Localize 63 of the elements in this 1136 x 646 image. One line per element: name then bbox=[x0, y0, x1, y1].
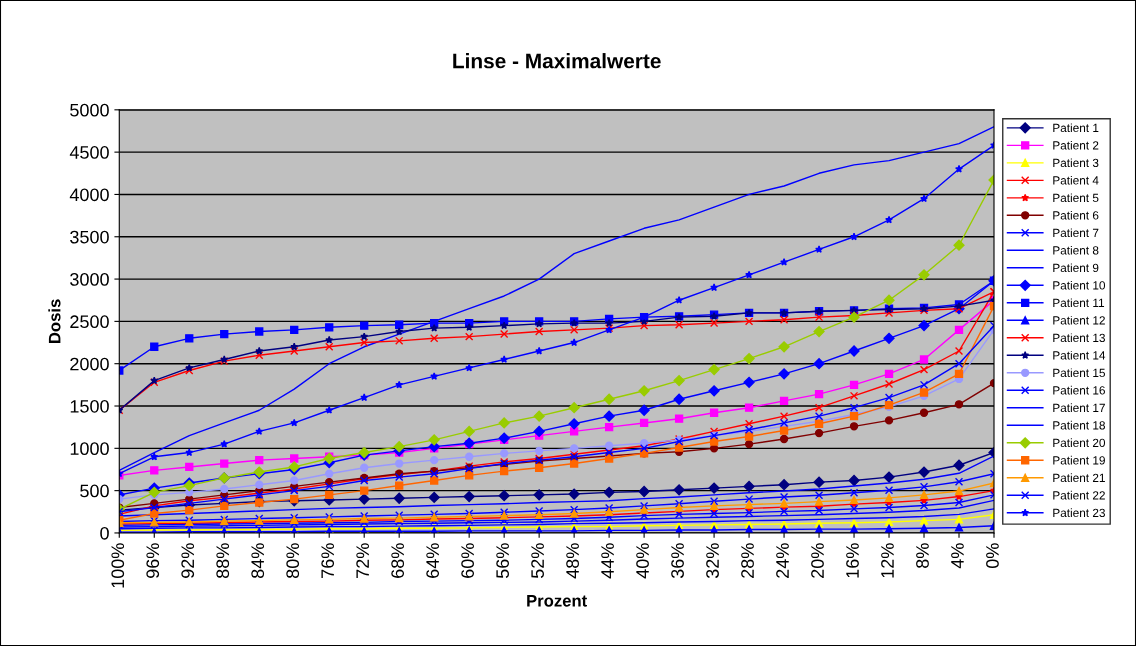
x-tick-label: 56% bbox=[496, 543, 509, 579]
y-tick-label: 2500 bbox=[70, 315, 109, 329]
x-tick-label: 60% bbox=[461, 543, 475, 578]
x-tick-label: 72% bbox=[356, 543, 369, 578]
x-tick-label: 52% bbox=[531, 543, 544, 579]
legend-label: Patient 20 bbox=[1053, 438, 1106, 448]
legend-label: Patient 14 bbox=[1053, 350, 1106, 360]
legend-label: Patient 1 bbox=[1053, 123, 1099, 133]
legend-label: Patient 9 bbox=[1053, 263, 1099, 273]
legend-label: Patient 5 bbox=[1053, 193, 1099, 203]
y-tick-label: 1500 bbox=[70, 399, 109, 413]
x-tick-label: 84% bbox=[251, 543, 265, 579]
x-tick-label: 16% bbox=[846, 543, 859, 578]
y-tick-label: 4000 bbox=[69, 188, 109, 202]
legend-label: Patient 16 bbox=[1053, 385, 1105, 395]
legend-label: Patient 8 bbox=[1053, 245, 1099, 255]
x-tick-label: 12% bbox=[881, 543, 894, 578]
x-tick-label: 96% bbox=[146, 543, 160, 578]
x-tick-label: 28% bbox=[741, 543, 754, 578]
legend-label: Patient 19 bbox=[1053, 455, 1105, 465]
x-tick-label: 48% bbox=[566, 543, 579, 579]
y-tick-label: 4500 bbox=[69, 146, 109, 159]
legend-label: Patient 23 bbox=[1053, 508, 1105, 518]
x-tick-label: 20% bbox=[811, 543, 824, 578]
x-tick-label: 4% bbox=[951, 543, 964, 569]
legend-label: Patient 2 bbox=[1053, 140, 1099, 150]
y-tick-label: 3000 bbox=[70, 273, 109, 286]
x-tick-label: 88% bbox=[216, 543, 230, 579]
y-tick-label: 2000 bbox=[70, 357, 109, 371]
x-tick-label: 40% bbox=[636, 543, 649, 579]
x-tick-label: 32% bbox=[706, 543, 719, 579]
legend-label: Patient 13 bbox=[1053, 333, 1105, 343]
x-tick-label: 64% bbox=[426, 543, 440, 578]
legend-label: Patient 11 bbox=[1053, 298, 1105, 308]
legend-label: Patient 4 bbox=[1053, 175, 1099, 185]
x-tick-label: 100% bbox=[111, 543, 125, 588]
x-tick-label: 24% bbox=[776, 543, 789, 578]
x-axis-title: Prozent bbox=[527, 595, 587, 607]
chart-title: Linse - Maximalwerte bbox=[453, 53, 661, 69]
x-tick-label: 0% bbox=[986, 543, 999, 569]
y-tick-label: 5000 bbox=[70, 103, 109, 117]
legend-label: Patient 22 bbox=[1053, 490, 1105, 500]
x-tick-label: 92% bbox=[181, 543, 195, 578]
x-tick-label: 80% bbox=[286, 543, 300, 579]
legend-label: Patient 3 bbox=[1053, 158, 1099, 168]
legend-label: Patient 12 bbox=[1053, 315, 1105, 325]
legend-label: Patient 17 bbox=[1053, 403, 1105, 413]
x-tick-label: 44% bbox=[601, 543, 614, 579]
y-tick-label: 500 bbox=[80, 484, 109, 498]
legend-label: Patient 21 bbox=[1053, 473, 1105, 483]
y-tick-label: 1000 bbox=[70, 442, 109, 456]
x-tick-label: 76% bbox=[321, 543, 335, 578]
legend-label: Patient 7 bbox=[1053, 228, 1099, 238]
y-axis-title: Dosis bbox=[48, 299, 61, 343]
x-tick-label: 8% bbox=[916, 543, 929, 568]
legend-label: Patient 10 bbox=[1053, 280, 1106, 290]
legend-label: Patient 6 bbox=[1053, 210, 1099, 220]
x-tick-label: 68% bbox=[391, 543, 405, 578]
y-tick-label: 3500 bbox=[70, 230, 109, 244]
legend-label: Patient 18 bbox=[1053, 420, 1105, 430]
legend-label: Patient 15 bbox=[1053, 368, 1105, 378]
x-tick-label: 36% bbox=[671, 543, 684, 579]
y-tick-label: 0 bbox=[100, 526, 109, 540]
